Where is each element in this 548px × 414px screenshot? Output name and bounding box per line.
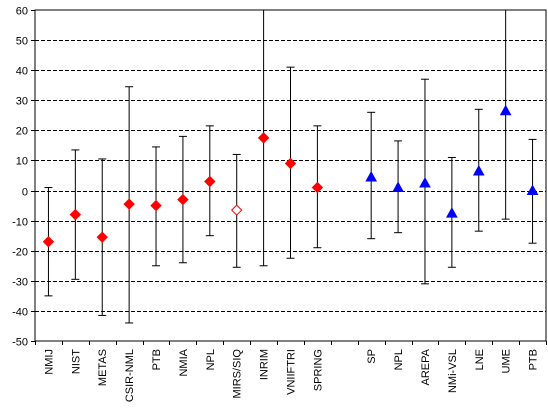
x-category-label: INRIM	[259, 349, 271, 380]
diamond-marker	[284, 157, 297, 170]
x-category-label: VNIIFTRI	[286, 349, 298, 395]
x-category-label: NPL	[393, 349, 405, 370]
diamond-marker	[204, 175, 216, 188]
x-category-label: SPRING	[312, 349, 324, 391]
x-category-label: LNE	[474, 349, 486, 370]
diamond-marker	[150, 199, 162, 212]
x-category-label: NMIA	[178, 348, 190, 376]
x-category-label: PTB	[528, 349, 540, 370]
y-tick-label: -20	[12, 247, 28, 259]
x-category-label: UME	[501, 349, 513, 373]
diamond-marker	[231, 204, 243, 216]
x-category-label: NMIJ	[43, 349, 55, 375]
triangle-marker	[365, 170, 378, 182]
triangle-marker	[392, 181, 404, 193]
triangle-marker	[499, 104, 512, 116]
diamond-marker	[42, 235, 55, 248]
diamond-marker	[257, 132, 270, 144]
triangle-marker	[446, 207, 458, 218]
triangle-marker	[526, 184, 539, 196]
y-tick-label: 20	[16, 126, 28, 138]
y-tick-label: 60	[16, 6, 28, 18]
y-tick-label: 40	[16, 66, 28, 78]
plot-frame	[34, 9, 547, 342]
y-tick-labels: -50 -40 -30 -20 -10 0 10 20 30 40 50 60	[12, 6, 28, 349]
y-tick-label: 50	[16, 36, 28, 48]
y-tick-label: 0	[22, 187, 28, 199]
diamond-marker	[177, 193, 189, 206]
y-tick-label: -30	[12, 277, 28, 289]
y-tick-label: -10	[12, 217, 28, 229]
x-category-label: NMi-VSL	[447, 349, 459, 393]
x-category-label: METAS	[97, 349, 109, 386]
y-tick-label: 30	[16, 96, 28, 108]
axes	[31, 9, 547, 345]
diamond-marker	[69, 208, 82, 221]
y-tick-label: -50	[12, 337, 28, 349]
x-category-label: AREPA	[420, 348, 432, 385]
diamond-marker	[123, 198, 135, 210]
data-markers	[42, 104, 539, 248]
x-category-label: PTB	[151, 349, 163, 370]
diamond-marker	[311, 181, 324, 194]
x-category-labels: NMIJ NIST METAS CSIR-NML PTB NMIA NPL MIRS/SIQ I…	[43, 348, 539, 402]
x-category-label: CSIR-NML	[124, 349, 136, 402]
y-tick-label: 10	[16, 156, 28, 168]
triangle-marker	[419, 176, 431, 188]
triangle-marker	[472, 164, 485, 176]
x-category-label: NPL	[205, 349, 217, 370]
x-category-label: MIRS/SIQ	[232, 349, 244, 399]
diamond-marker	[96, 231, 108, 243]
y-tick-label: -40	[12, 307, 28, 319]
x-category-label: NIST	[70, 349, 82, 374]
x-category-label: SP	[366, 349, 378, 364]
